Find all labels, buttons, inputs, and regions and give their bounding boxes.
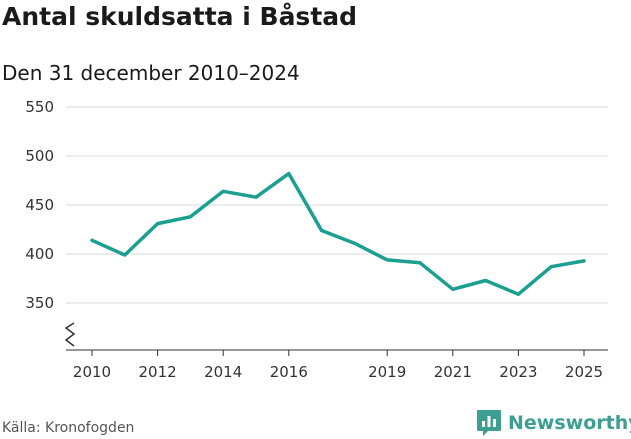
- data-point: [484, 278, 488, 282]
- series-layer: [90, 171, 586, 296]
- data-point: [582, 259, 586, 263]
- line-chart: 350 400 450 500 550 2010 2012 2014 2016 2019 2021…: [25, 98, 608, 381]
- axis-break: [64, 322, 76, 347]
- series-line: [90, 171, 586, 296]
- x-tick-label: 2016: [270, 363, 308, 381]
- x-tick-label: 2010: [73, 363, 111, 381]
- chart-title: Antal skuldsatta i Båstad: [2, 2, 358, 31]
- data-point: [451, 287, 455, 291]
- x-tick-label: 2025: [565, 363, 603, 381]
- y-tick-label: 550: [25, 98, 54, 116]
- brand-logo[interactable]: Newsworthy: [476, 409, 631, 437]
- data-point: [352, 241, 356, 245]
- x-tick-label: 2014: [204, 363, 242, 381]
- brand-name: Newsworthy: [508, 412, 631, 434]
- data-point: [516, 292, 520, 296]
- data-point: [287, 172, 291, 176]
- y-tick-label: 400: [25, 245, 54, 263]
- data-point: [320, 228, 324, 232]
- y-tick-label: 350: [25, 294, 54, 312]
- x-tick-label: 2019: [368, 363, 406, 381]
- data-point: [156, 222, 160, 226]
- data-point: [549, 265, 553, 269]
- x-axis-ticks: 2010 2012 2014 2016 2019 2021 2023 2025: [73, 350, 603, 381]
- x-tick-label: 2012: [139, 363, 177, 381]
- axis-break-icon: [64, 322, 76, 347]
- grid-lines: [66, 106, 608, 304]
- data-point: [221, 189, 225, 193]
- newsworthy-logo-icon: [477, 410, 501, 436]
- data-point: [254, 195, 258, 199]
- y-axis-ticks: 350 400 450 500 550: [25, 98, 54, 312]
- x-tick-label: 2023: [499, 363, 537, 381]
- x-tick-label: 2021: [434, 363, 472, 381]
- y-tick-label: 450: [25, 196, 54, 214]
- data-point: [188, 215, 192, 219]
- data-point: [418, 261, 422, 265]
- y-tick-label: 500: [25, 147, 54, 165]
- data-point: [123, 253, 127, 257]
- chart-subtitle: Den 31 december 2010–2024: [2, 61, 300, 85]
- data-point: [385, 258, 389, 262]
- source-label: Källa: Kronofogden: [2, 420, 135, 436]
- data-point: [90, 238, 94, 242]
